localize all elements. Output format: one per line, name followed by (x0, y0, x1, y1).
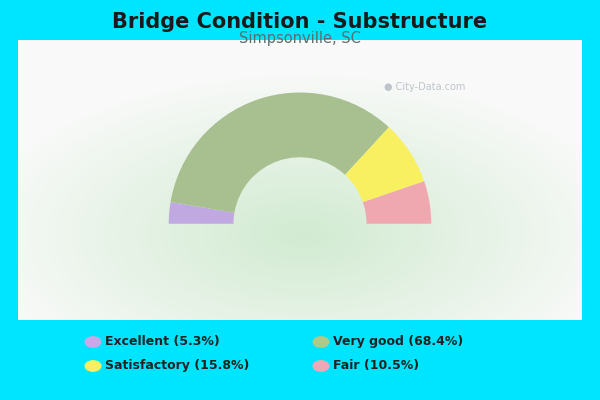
Wedge shape (169, 202, 235, 224)
Text: Very good (68.4%): Very good (68.4%) (333, 336, 463, 348)
Wedge shape (363, 181, 431, 224)
Text: Satisfactory (15.8%): Satisfactory (15.8%) (105, 360, 250, 372)
Text: ● City-Data.com: ● City-Data.com (384, 82, 466, 92)
Wedge shape (345, 127, 424, 202)
Text: Bridge Condition - Substructure: Bridge Condition - Substructure (112, 12, 488, 32)
Text: Excellent (5.3%): Excellent (5.3%) (105, 336, 220, 348)
Wedge shape (170, 92, 389, 213)
Text: Simpsonville, SC: Simpsonville, SC (239, 30, 361, 46)
Text: Fair (10.5%): Fair (10.5%) (333, 360, 419, 372)
